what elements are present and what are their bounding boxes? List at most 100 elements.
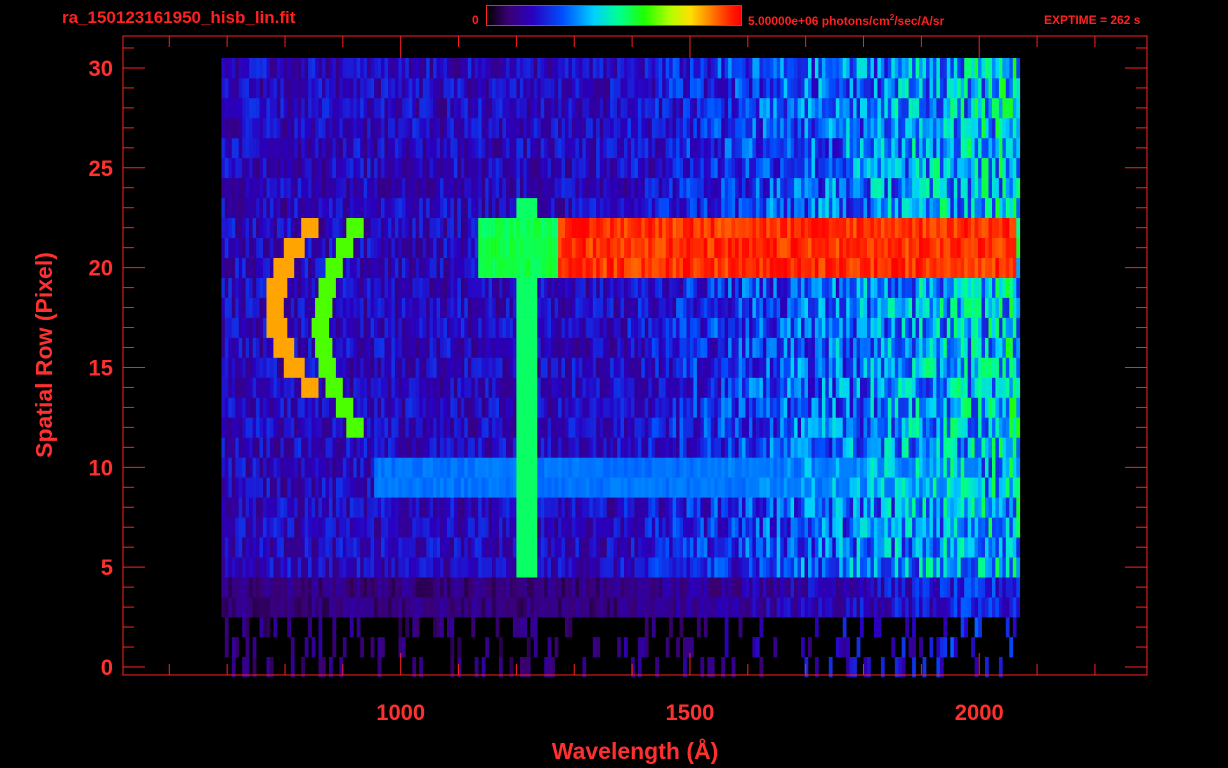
heatmap-cell [304,477,309,498]
heatmap-cell [814,337,819,358]
heatmap-cell [565,437,569,458]
heatmap-cell [346,477,351,498]
heatmap-cell [828,597,833,618]
heatmap-cell [929,217,934,238]
heatmap-cell [370,457,375,478]
heatmap-cell [752,417,757,438]
heatmap-cell [721,397,725,418]
heatmap-cell [304,557,309,578]
heatmap-cell [551,657,555,678]
heatmap-cell [735,337,739,358]
heatmap-cell [676,577,680,598]
heatmap-cell [381,317,385,338]
heatmap-cell [398,637,403,658]
heatmap-cell [252,217,257,238]
heatmap-cell [742,297,746,318]
heatmap-cell [651,237,656,258]
heatmap-cell [929,297,934,318]
heatmap-cell [287,277,292,298]
heatmap-cell [537,197,541,218]
heatmap-cell [311,237,316,258]
heatmap-cell [769,497,774,518]
heatmap-cell [946,357,951,378]
heatmap-cell [492,437,496,458]
heatmap-cell [981,557,986,578]
heatmap-cell [735,417,739,438]
heatmap-cell [724,397,729,418]
heatmap-cell [960,457,965,478]
heatmap-cell [870,517,875,538]
heatmap-cell [978,337,982,358]
heatmap-cell [1009,597,1014,618]
heatmap-cell [693,377,698,398]
heatmap-cell [808,417,812,438]
heatmap-cell [631,417,635,438]
heatmap-cell [790,557,795,578]
heatmap-cell [738,517,743,538]
heatmap-cell [1012,517,1017,538]
heatmap-cell [561,577,566,598]
heatmap-cell [415,337,420,358]
heatmap-cell [575,377,580,398]
heatmap-cell [926,457,930,478]
heatmap-cell [394,377,399,398]
heatmap-cell [502,197,507,218]
heatmap-cell [394,357,399,378]
heatmap-cell [259,537,264,558]
heatmap-cell [301,397,305,418]
heatmap-cell [537,217,541,238]
heatmap-cell [624,637,628,658]
heatmap-cell [599,477,604,498]
heatmap-cell [992,477,996,498]
heatmap-cell [967,477,972,498]
heatmap-cell [825,217,830,238]
heatmap-cell [620,357,625,378]
heatmap-cell [367,277,371,298]
heatmap-cell [936,597,941,618]
heatmap-cell [755,237,760,258]
heatmap-cell [828,237,833,258]
heatmap-cell [1005,537,1010,558]
heatmap-cell [367,397,371,418]
heatmap-cell [464,277,469,298]
heatmap-cell [808,437,812,458]
heatmap-cell [665,517,670,538]
heatmap-cell [863,317,868,338]
heatmap-cell [575,257,580,278]
heatmap-cell [245,477,250,498]
heatmap-cell [801,377,805,398]
heatmap-cell [342,197,347,218]
heatmap-cell [474,357,479,378]
heatmap-cell [405,597,410,618]
heatmap-cell [578,517,583,538]
heatmap-cell [637,277,642,298]
heatmap-cell [867,297,871,318]
heatmap-cell [408,537,413,558]
heatmap-cell [637,417,642,438]
heatmap-cell [492,197,496,218]
heatmap-cell [547,417,552,438]
heatmap-cell [401,557,406,578]
heatmap-cell [679,457,684,478]
heatmap-cell [620,237,625,258]
heatmap-cell [335,357,340,378]
heatmap-cell [440,457,444,478]
heatmap-cell [749,457,753,478]
heatmap-cell [794,577,798,598]
heatmap-cell [863,517,868,538]
heatmap-cell [985,297,989,318]
heatmap-cell [797,517,802,538]
heatmap-cell [540,257,545,278]
heatmap-cell [547,277,552,298]
heatmap-cell [405,557,410,578]
heatmap-cell [1009,577,1014,598]
heatmap-cell [745,397,750,418]
heatmap-cell [405,477,410,498]
heatmap-cell [943,437,948,458]
heatmap-cell [703,617,708,638]
heatmap-cell [703,557,708,578]
heatmap-cell [419,377,423,398]
heatmap-cell [801,577,805,598]
heatmap-cell [832,457,837,478]
heatmap-cell [245,337,250,358]
